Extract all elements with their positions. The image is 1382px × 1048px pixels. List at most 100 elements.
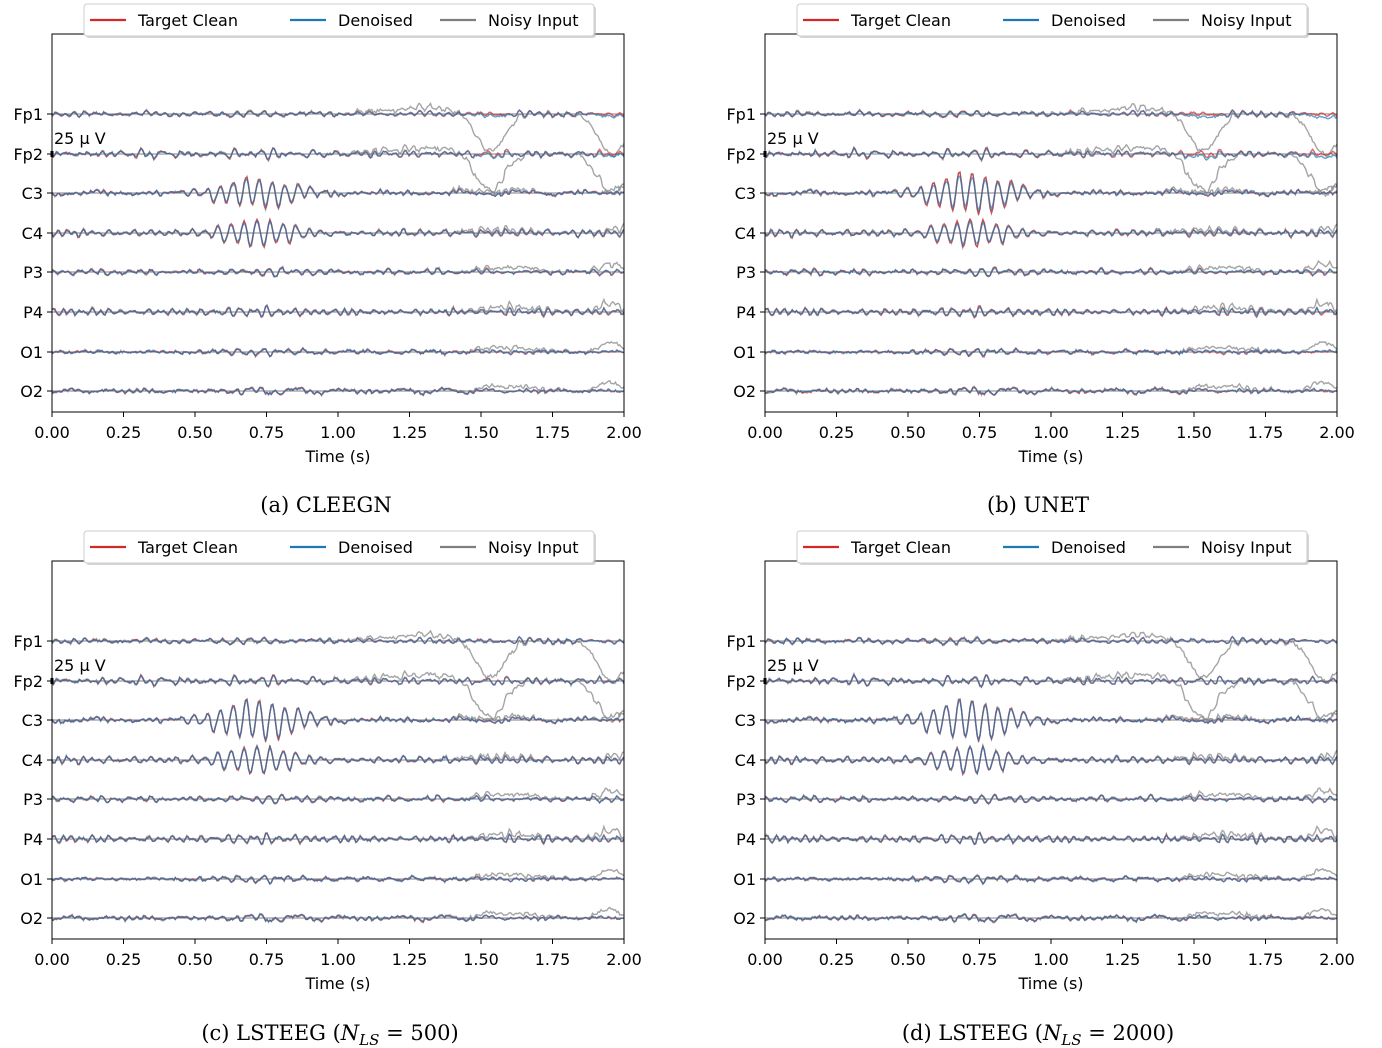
legend-label: Denoised — [1051, 11, 1126, 30]
legend: Target Clean Denoised Noisy Input — [83, 3, 596, 38]
channel-p3 — [52, 787, 624, 806]
channel-c3 — [52, 174, 624, 213]
y-tick-label-p3: P3 — [23, 263, 43, 282]
series-denoised — [765, 175, 1337, 213]
y-tick-label-p3: P3 — [23, 790, 43, 809]
channel-c3 — [765, 698, 1337, 744]
y-tick-label-o1: O1 — [733, 343, 756, 362]
x-tick-label: 1.75 — [1248, 950, 1284, 969]
x-tick-label: 0.50 — [890, 950, 926, 969]
series-denoised — [52, 831, 624, 846]
x-tick-label: 1.75 — [535, 423, 571, 442]
legend-label: Denoised — [338, 11, 413, 30]
x-tick-label: 0.00 — [34, 950, 70, 969]
channel-o1 — [765, 867, 1337, 886]
x-tick-label: 0.25 — [106, 423, 142, 442]
series-denoised — [765, 673, 1337, 689]
x-tick-label: 0.75 — [249, 423, 285, 442]
series-denoised — [765, 635, 1337, 647]
scale-bar-label: 25 μ V — [54, 129, 106, 148]
channel-p3 — [765, 259, 1337, 278]
channel-p4 — [52, 824, 624, 846]
series-noisy-input — [52, 340, 624, 359]
x-tick-label: 0.75 — [249, 950, 285, 969]
series-denoised — [765, 744, 1337, 776]
y-tick-label-fp1: Fp1 — [13, 632, 43, 651]
series-denoised — [765, 147, 1337, 161]
x-axis-label: Time (s) — [1017, 447, 1083, 466]
x-tick-label: 0.50 — [177, 950, 213, 969]
x-tick-label: 0.75 — [962, 950, 998, 969]
series-denoised — [52, 178, 624, 209]
panel-caption: (b) UNET — [987, 493, 1089, 517]
series-denoised — [52, 109, 624, 119]
y-tick-label-c3: C3 — [22, 711, 43, 730]
panel-caption: (d) LSTEEG (NLS = 2000) — [902, 1021, 1174, 1048]
y-tick-label-fp2: Fp2 — [13, 672, 43, 691]
x-tick-label: 0.00 — [747, 950, 783, 969]
channel-p3 — [765, 787, 1337, 806]
y-tick-label-p4: P4 — [23, 303, 43, 322]
series-denoised — [52, 700, 624, 742]
axes-frame — [51, 560, 625, 940]
channel-o2 — [52, 906, 624, 924]
y-tick-label-c4: C4 — [22, 751, 43, 770]
series-denoised — [52, 347, 624, 357]
axes-frame — [51, 33, 625, 413]
channel-p4 — [765, 297, 1337, 320]
y-tick-label-o2: O2 — [20, 909, 43, 928]
x-tick-label: 0.50 — [177, 423, 213, 442]
series-denoised — [765, 793, 1337, 805]
x-tick-label: 0.25 — [819, 423, 855, 442]
legend-box — [83, 530, 595, 564]
legend-label: Target Clean — [137, 11, 238, 30]
series-denoised — [52, 147, 624, 161]
y-tick-label-p4: P4 — [736, 303, 756, 322]
y-tick-label-fp2: Fp2 — [726, 672, 756, 691]
channel-o2 — [765, 908, 1337, 924]
channel-c4 — [52, 743, 624, 776]
y-tick-label-p4: P4 — [736, 830, 756, 849]
legend-label: Denoised — [338, 538, 413, 557]
panel-d: Fp1 Fp2 C3 C4 P3 P4 O1 O2 0.00 0.25 0.50 0.75 1.00 1.… — [726, 530, 1355, 1048]
series-denoised — [765, 109, 1337, 120]
y-tick-label-fp1: Fp1 — [726, 105, 756, 124]
series-denoised — [765, 267, 1337, 277]
x-tick-label: 1.50 — [1176, 423, 1212, 442]
y-tick-label-o2: O2 — [733, 382, 756, 401]
x-tick-label: 0.50 — [890, 423, 926, 442]
x-tick-label: 1.25 — [392, 423, 428, 442]
legend-label: Target Clean — [850, 11, 951, 30]
channel-o1 — [765, 340, 1337, 358]
channel-o2 — [765, 380, 1337, 397]
series-noisy-input — [52, 102, 624, 159]
channel-c4 — [765, 742, 1337, 777]
channel-o2 — [52, 379, 624, 398]
channel-p4 — [765, 825, 1337, 846]
x-axis-label: Time (s) — [1017, 974, 1083, 993]
series-denoised — [52, 219, 624, 247]
scale-bar-label: 25 μ V — [767, 656, 819, 675]
plot-area — [765, 631, 1337, 924]
series-noisy-input — [765, 867, 1337, 886]
series-denoised — [52, 266, 624, 278]
channel-fp1 — [765, 631, 1337, 685]
channel-fp2 — [52, 669, 624, 724]
series-denoised — [765, 874, 1337, 885]
series-noisy-input — [765, 259, 1337, 278]
plot-area — [52, 102, 624, 398]
y-tick-label-o1: O1 — [20, 870, 43, 889]
panel-caption: (a) CLEEGN — [260, 493, 391, 517]
x-tick-label: 1.00 — [1033, 423, 1069, 442]
scale-bar-label: 25 μ V — [767, 129, 819, 148]
series-denoised — [52, 305, 624, 318]
legend-box — [796, 530, 1308, 564]
x-tick-label: 0.25 — [819, 950, 855, 969]
plot-area — [52, 629, 624, 924]
y-tick-label-c4: C4 — [735, 751, 756, 770]
series-noisy-input — [765, 102, 1337, 158]
legend-label: Noisy Input — [1201, 538, 1292, 557]
channel-c4 — [765, 217, 1337, 251]
y-tick-label-p3: P3 — [736, 263, 756, 282]
